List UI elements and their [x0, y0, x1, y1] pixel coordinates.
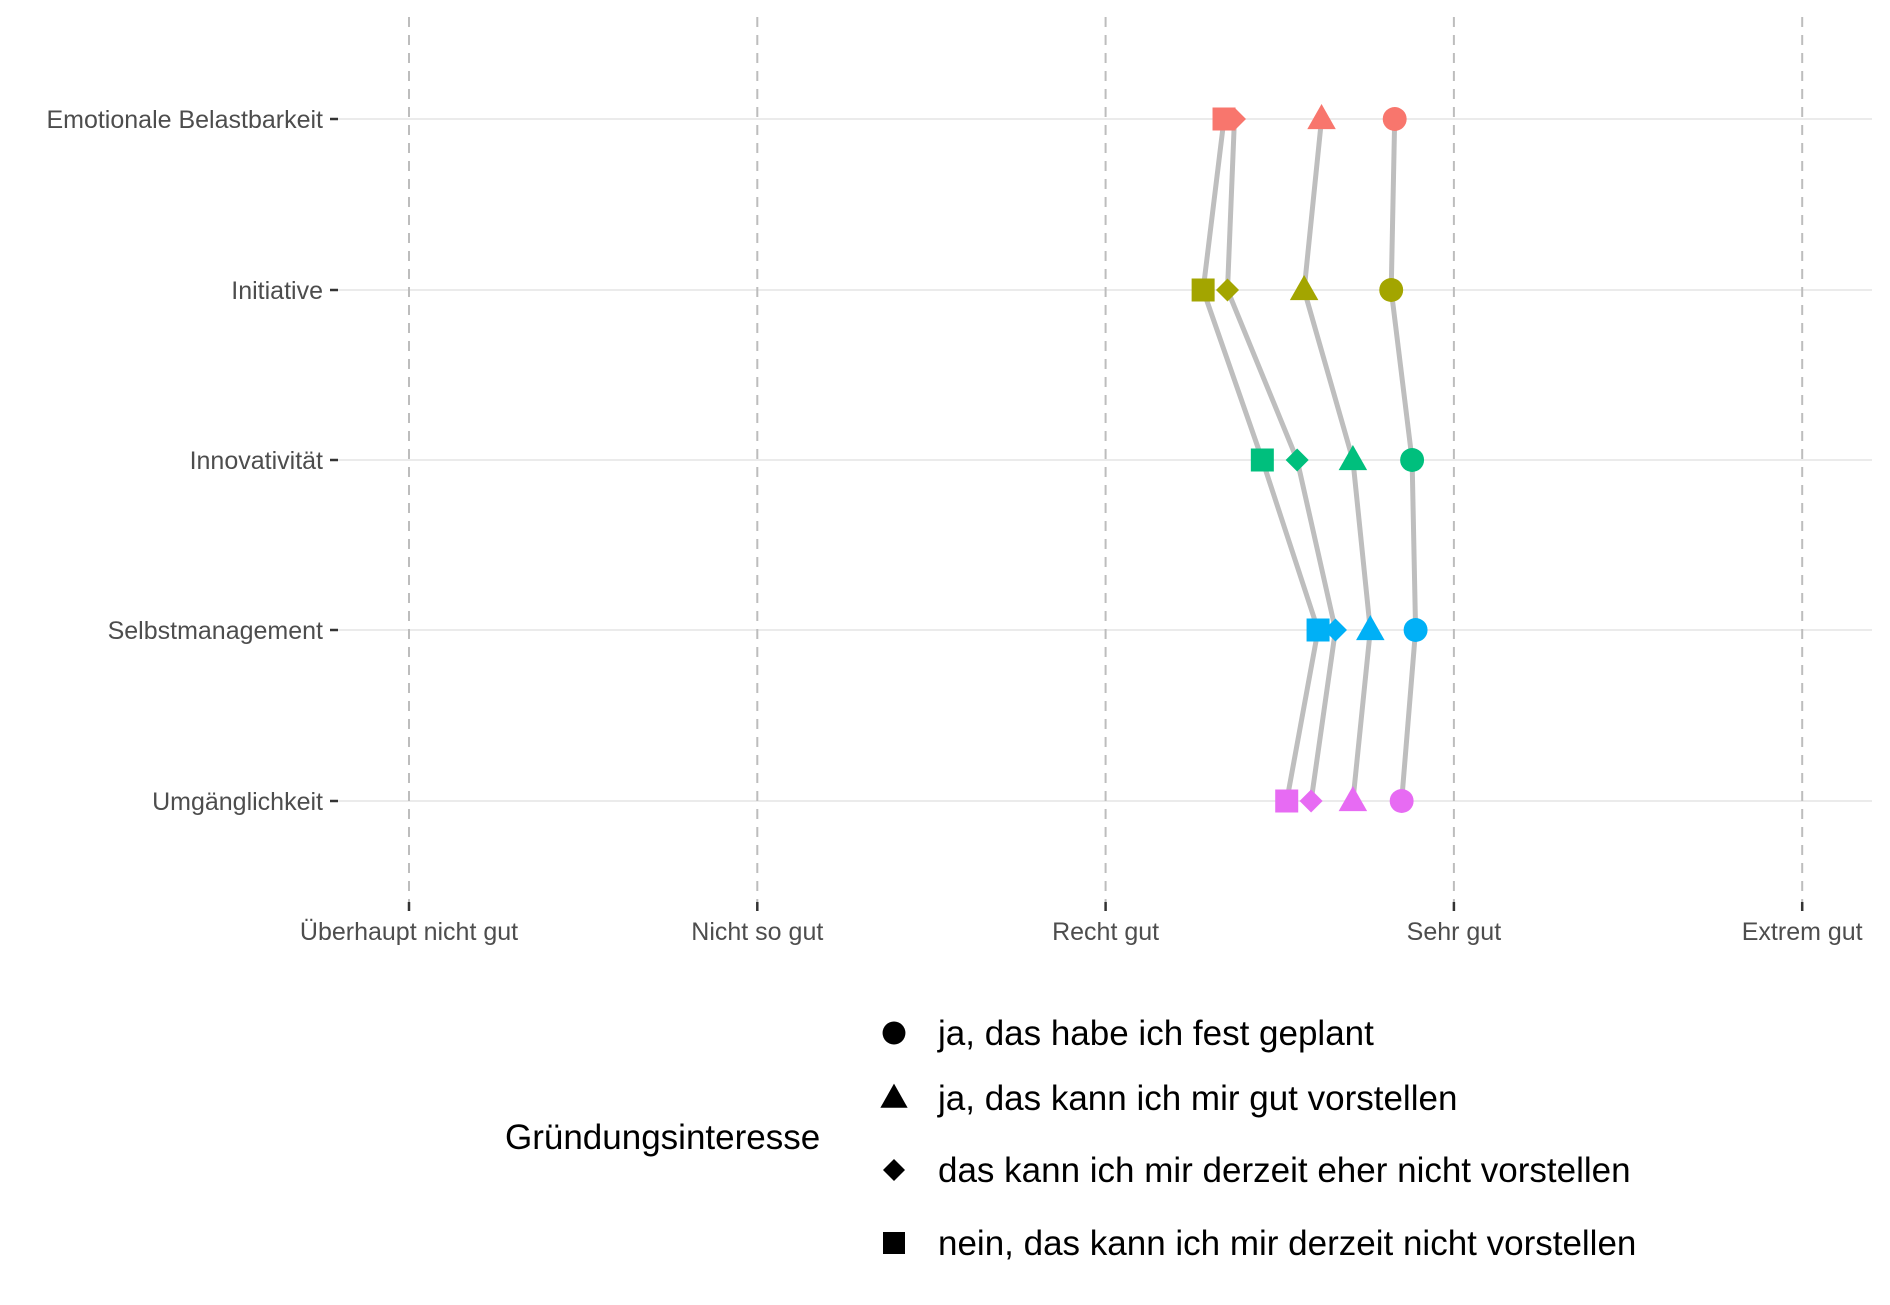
legend-square-icon — [883, 1232, 905, 1254]
data-point-diamond — [1299, 789, 1323, 813]
data-point-triangle — [1338, 445, 1368, 471]
legend: Gründungsinteresse ja, das habe ich fest… — [505, 1014, 1636, 1263]
y-axis-label: Innovativität — [190, 447, 323, 475]
data-point-diamond — [1216, 278, 1240, 302]
legend-title: Gründungsinteresse — [505, 1118, 820, 1157]
data-point-diamond — [1222, 107, 1246, 131]
y-axis-label: Initiative — [231, 277, 323, 305]
legend-items: ja, das habe ich fest geplant ja, das kan… — [880, 1014, 1636, 1263]
legend-label: ja, das habe ich fest geplant — [937, 1014, 1374, 1053]
x-axis-label: Extrem gut — [1742, 918, 1863, 946]
legend-label: nein, das kann ich mir derzeit nicht vor… — [938, 1224, 1636, 1263]
legend-item: nein, das kann ich mir derzeit nicht vor… — [883, 1224, 1636, 1263]
data-point-square — [1191, 278, 1215, 302]
legend-diamond-icon — [883, 1159, 905, 1181]
vertical-dashed-gridlines — [408, 17, 1804, 902]
data-point-square — [1250, 448, 1274, 472]
data-point-diamond — [1323, 618, 1347, 642]
data-point-circle — [1389, 789, 1414, 813]
x-axis-label: Sehr gut — [1407, 918, 1502, 946]
data-point-triangle — [1289, 275, 1319, 301]
data-point-circle — [1400, 448, 1425, 472]
y-axis-label: Umgänglichkeit — [152, 788, 323, 816]
legend-circle-icon — [882, 1021, 906, 1045]
data-point-triangle — [1307, 104, 1336, 130]
data-point-square — [1275, 789, 1299, 813]
legend-item: ja, das kann ich mir gut vorstellen — [880, 1079, 1457, 1118]
legend-label: ja, das kann ich mir gut vorstellen — [937, 1079, 1457, 1118]
data-point-triangle — [1356, 615, 1385, 641]
legend-triangle-icon — [880, 1083, 908, 1108]
legend-item: das kann ich mir derzeit eher nicht vors… — [883, 1151, 1631, 1190]
data-point-circle — [1382, 107, 1407, 131]
x-axis-label: Nicht so gut — [691, 918, 823, 946]
data-point-square — [1306, 618, 1330, 642]
data-points — [1191, 104, 1428, 813]
y-axis: Emotionale Belastbarkeit Initiative Innova… — [46, 106, 338, 816]
x-axis-label: Recht gut — [1052, 918, 1159, 946]
data-point-triangle — [1338, 786, 1368, 812]
y-axis-label: Emotionale Belastbarkeit — [46, 106, 323, 134]
data-point-circle — [1403, 618, 1428, 642]
x-axis-label: Überhaupt nicht gut — [300, 918, 518, 946]
data-point-circle — [1379, 278, 1404, 302]
legend-label: das kann ich mir derzeit eher nicht vors… — [938, 1151, 1631, 1190]
x-axis: Überhaupt nicht gut Nicht so gut Recht gut… — [300, 902, 1863, 946]
y-axis-label: Selbstmanagement — [108, 617, 323, 645]
legend-item: ja, das habe ich fest geplant — [882, 1014, 1374, 1053]
data-point-diamond — [1285, 448, 1309, 472]
